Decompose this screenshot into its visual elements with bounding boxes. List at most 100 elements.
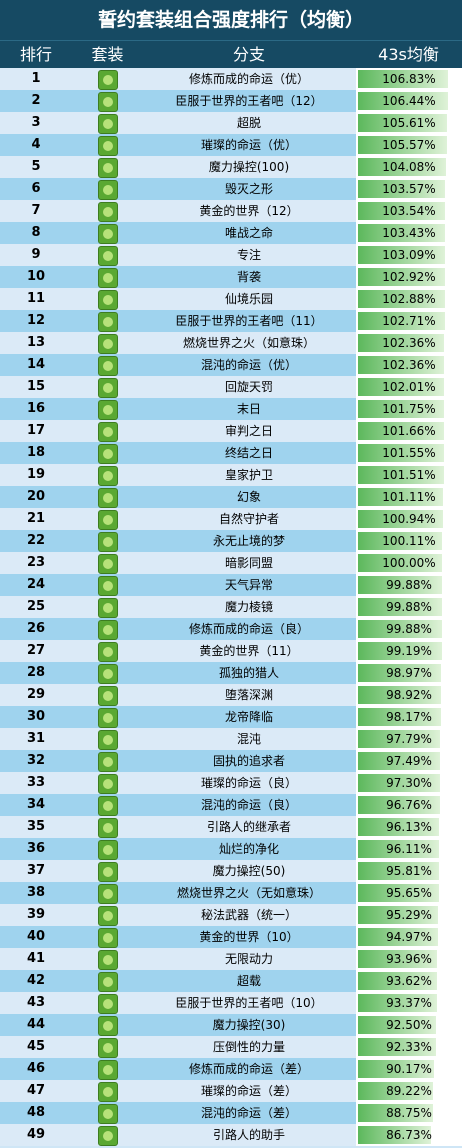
rank: 42 bbox=[26, 973, 46, 988]
score: 97.30% bbox=[386, 776, 432, 790]
icon-glyph bbox=[103, 581, 113, 591]
score: 102.36% bbox=[382, 336, 436, 350]
rank: 47 bbox=[26, 1083, 46, 1098]
score-cell: 95.65% bbox=[356, 882, 462, 904]
table-row: 24 天气异常 99.88% bbox=[0, 574, 462, 596]
icon-glyph bbox=[103, 163, 113, 173]
score-cell: 99.88% bbox=[356, 596, 462, 618]
branch: 燃烧世界之火（无如意珠） bbox=[176, 886, 321, 900]
rank: 37 bbox=[26, 863, 46, 878]
score: 105.57% bbox=[382, 138, 436, 152]
rank: 6 bbox=[31, 181, 41, 196]
rank: 4 bbox=[31, 137, 41, 152]
icon-glyph bbox=[103, 185, 113, 195]
branch: 回旋天罚 bbox=[224, 380, 273, 394]
score: 94.97% bbox=[386, 930, 432, 944]
branch: 自然守护者 bbox=[218, 512, 279, 526]
icon-glyph bbox=[103, 691, 113, 701]
score-bar bbox=[358, 312, 445, 330]
score-cell: 93.62% bbox=[356, 970, 462, 992]
table-row: 26 修炼而成的命运（良） 99.88% bbox=[0, 618, 462, 640]
set-icon bbox=[98, 752, 118, 772]
icon-glyph bbox=[103, 955, 113, 965]
rank: 5 bbox=[31, 159, 41, 174]
icon-glyph bbox=[103, 911, 113, 921]
column-header: 排行 bbox=[0, 40, 72, 68]
score-cell: 92.33% bbox=[356, 1036, 462, 1058]
branch: 燃烧世界之火（如意珠） bbox=[182, 336, 315, 350]
score: 100.00% bbox=[382, 556, 436, 570]
set-icon bbox=[98, 444, 118, 464]
branch: 璀璨的命运（差） bbox=[200, 1084, 297, 1098]
score-cell: 100.00% bbox=[356, 552, 462, 574]
set-icon bbox=[98, 1082, 118, 1102]
score: 100.94% bbox=[382, 512, 436, 526]
score-cell: 99.88% bbox=[356, 574, 462, 596]
set-icon bbox=[98, 1060, 118, 1080]
score: 101.55% bbox=[382, 446, 436, 460]
icon-glyph bbox=[103, 845, 113, 855]
set-icon bbox=[98, 180, 118, 200]
set-icon bbox=[98, 224, 118, 244]
score: 86.73% bbox=[386, 1128, 432, 1142]
score-cell: 100.11% bbox=[356, 530, 462, 552]
score-bar bbox=[358, 1082, 434, 1100]
table-row: 48 混沌的命运（差） 88.75% bbox=[0, 1102, 462, 1124]
icon-glyph bbox=[103, 141, 113, 151]
score: 101.75% bbox=[382, 402, 436, 416]
table-row: 22 永无止境的梦 100.11% bbox=[0, 530, 462, 552]
rank: 49 bbox=[26, 1127, 46, 1142]
score-bar bbox=[358, 664, 442, 682]
icon-glyph bbox=[103, 999, 113, 1009]
score-bar bbox=[358, 840, 439, 858]
branch: 幻象 bbox=[236, 490, 261, 504]
set-icon bbox=[98, 422, 118, 442]
score-bar bbox=[358, 708, 441, 726]
rank: 16 bbox=[26, 401, 46, 416]
rank: 44 bbox=[26, 1017, 46, 1032]
score-cell: 101.55% bbox=[356, 442, 462, 464]
rank: 23 bbox=[26, 555, 46, 570]
score-bar bbox=[358, 752, 441, 770]
score-cell: 106.44% bbox=[356, 90, 462, 112]
rank: 30 bbox=[26, 709, 46, 724]
table-row: 16 末日 101.75% bbox=[0, 398, 462, 420]
score-cell: 95.29% bbox=[356, 904, 462, 926]
table-row: 14 混沌的命运（优） 102.36% bbox=[0, 354, 462, 376]
rank: 34 bbox=[26, 797, 46, 812]
set-icon bbox=[98, 840, 118, 860]
score-cell: 98.97% bbox=[356, 662, 462, 684]
score-cell: 93.37% bbox=[356, 992, 462, 1014]
rank: 27 bbox=[26, 643, 46, 658]
score-cell: 97.30% bbox=[356, 772, 462, 794]
table-row: 32 固执的追求者 97.49% bbox=[0, 750, 462, 772]
score-bar bbox=[358, 488, 444, 506]
icon-glyph bbox=[103, 251, 113, 261]
table-row: 42 超载 93.62% bbox=[0, 970, 462, 992]
score-cell: 103.54% bbox=[356, 200, 462, 222]
branch: 黄金的世界（12） bbox=[199, 204, 299, 218]
score: 103.57% bbox=[382, 182, 436, 196]
score-cell: 102.36% bbox=[356, 332, 462, 354]
score: 100.11% bbox=[382, 534, 436, 548]
branch: 超脱 bbox=[236, 116, 261, 130]
rank: 17 bbox=[26, 423, 46, 438]
score-cell: 95.81% bbox=[356, 860, 462, 882]
branch: 魔力操控(30) bbox=[212, 1018, 286, 1032]
score-bar bbox=[358, 224, 446, 242]
rank: 28 bbox=[26, 665, 46, 680]
table-row: 10 背袭 102.92% bbox=[0, 266, 462, 288]
set-icon bbox=[98, 70, 118, 90]
score-bar bbox=[358, 334, 445, 352]
set-icon bbox=[98, 158, 118, 178]
score: 102.01% bbox=[382, 380, 436, 394]
table-row: 41 无限动力 93.96% bbox=[0, 948, 462, 970]
icon-glyph bbox=[103, 383, 113, 393]
rank: 36 bbox=[26, 841, 46, 856]
score-bar bbox=[358, 1060, 434, 1078]
score: 105.61% bbox=[382, 116, 436, 130]
score-bar bbox=[358, 202, 446, 220]
icon-glyph bbox=[103, 427, 113, 437]
table-row: 30 龙帝降临 98.17% bbox=[0, 706, 462, 728]
